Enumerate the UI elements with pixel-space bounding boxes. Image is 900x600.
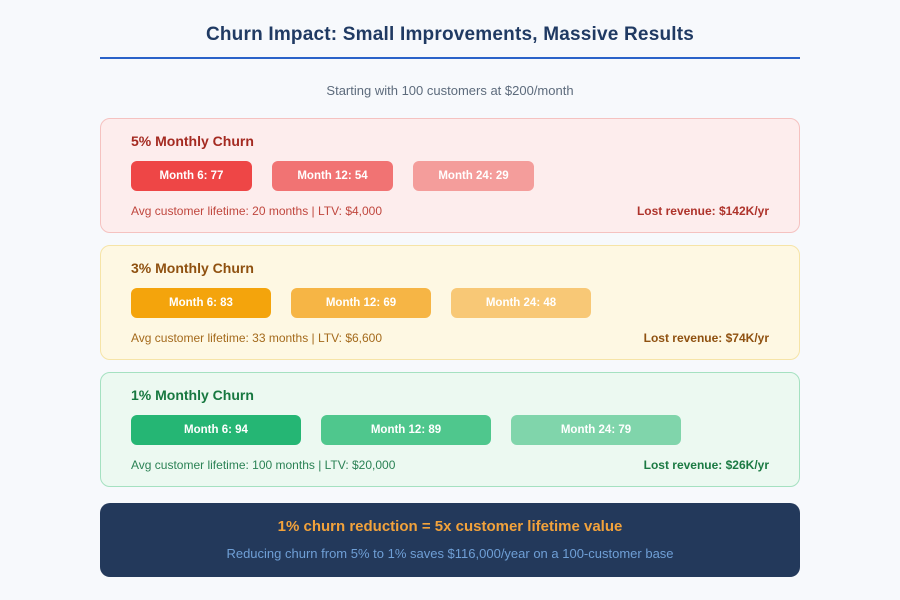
month-12-bar: Month 12: 54 <box>272 161 393 191</box>
card-title: 5% Monthly Churn <box>131 133 254 149</box>
month-6-bar: Month 6: 83 <box>131 288 271 318</box>
bars-row: Month 6: 94 Month 12: 89 Month 24: 79 <box>131 415 769 445</box>
lost-revenue-text: Lost revenue: $74K/yr <box>643 331 769 345</box>
card-footer: Avg customer lifetime: 20 months | LTV: … <box>131 204 769 218</box>
page-title: Churn Impact: Small Improvements, Massiv… <box>205 24 695 45</box>
lost-revenue-text: Lost revenue: $26K/yr <box>643 458 769 472</box>
bars-row: Month 6: 77 Month 12: 54 Month 24: 29 <box>131 161 769 191</box>
title-underline <box>100 57 800 59</box>
scenario-card-3pct: 3% Monthly Churn Month 6: 83 Month 12: 6… <box>100 245 800 360</box>
banner-headline: 1% churn reduction = 5x customer lifetim… <box>277 518 623 535</box>
banner-subtext: Reducing churn from 5% to 1% saves $116,… <box>226 546 674 561</box>
month-24-bar: Month 24: 48 <box>451 288 591 318</box>
lost-revenue-text: Lost revenue: $142K/yr <box>636 204 769 218</box>
scenario-card-1pct: 1% Monthly Churn Month 6: 94 Month 12: 8… <box>100 372 800 487</box>
scenario-card-5pct: 5% Monthly Churn Month 6: 77 Month 12: 5… <box>100 118 800 233</box>
card-title: 3% Monthly Churn <box>131 260 254 276</box>
summary-banner: 1% churn reduction = 5x customer lifetim… <box>100 503 800 577</box>
scenario-cards: 5% Monthly Churn Month 6: 77 Month 12: 5… <box>100 118 800 487</box>
month-12-bar: Month 12: 69 <box>291 288 431 318</box>
month-6-bar: Month 6: 94 <box>131 415 301 445</box>
lifetime-ltv-text: Avg customer lifetime: 20 months | LTV: … <box>131 204 383 218</box>
lifetime-ltv-text: Avg customer lifetime: 100 months | LTV:… <box>131 458 396 472</box>
month-6-bar: Month 6: 77 <box>131 161 252 191</box>
month-24-bar: Month 24: 29 <box>413 161 534 191</box>
bars-row: Month 6: 83 Month 12: 69 Month 24: 48 <box>131 288 769 318</box>
card-footer: Avg customer lifetime: 100 months | LTV:… <box>131 458 769 472</box>
month-12-bar: Month 12: 89 <box>321 415 491 445</box>
card-footer: Avg customer lifetime: 33 months | LTV: … <box>131 331 769 345</box>
card-title: 1% Monthly Churn <box>131 387 254 403</box>
month-24-bar: Month 24: 79 <box>511 415 681 445</box>
page-subtitle: Starting with 100 customers at $200/mont… <box>326 83 574 98</box>
lifetime-ltv-text: Avg customer lifetime: 33 months | LTV: … <box>131 331 383 345</box>
